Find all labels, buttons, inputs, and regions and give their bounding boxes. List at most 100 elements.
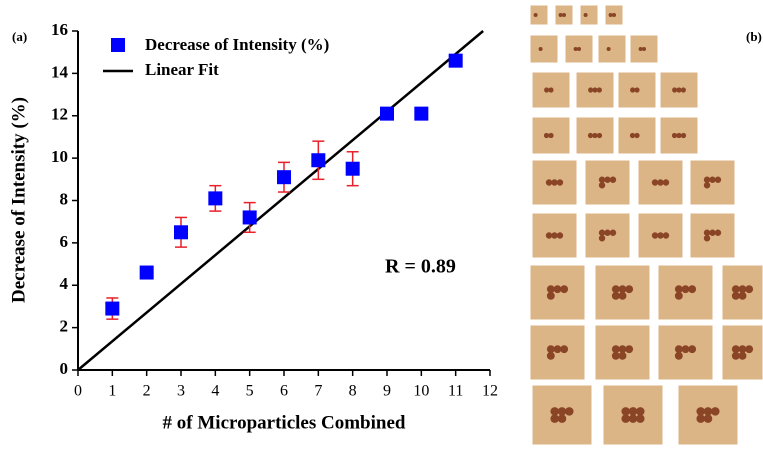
particle	[704, 414, 713, 423]
particle	[704, 235, 710, 241]
particle	[592, 133, 597, 138]
particle	[610, 230, 616, 236]
data-point	[105, 302, 119, 316]
particle	[642, 47, 646, 51]
particle	[619, 352, 627, 360]
y-tick-label: 14	[51, 62, 69, 81]
particle	[547, 292, 555, 300]
particle	[688, 345, 696, 353]
particle	[548, 133, 553, 138]
particle	[597, 87, 602, 92]
particle	[625, 285, 633, 293]
particle	[584, 13, 588, 17]
particle	[546, 232, 552, 238]
y-tick-label: 10	[51, 147, 68, 166]
particle	[711, 407, 720, 416]
particle	[612, 352, 620, 360]
particle	[597, 133, 602, 138]
data-point	[243, 210, 257, 224]
particle	[676, 133, 681, 138]
particle	[607, 47, 611, 51]
data-point	[380, 107, 394, 121]
particle	[634, 87, 639, 92]
legend-label: Linear Fit	[145, 60, 219, 79]
particle	[546, 179, 552, 185]
particle	[739, 292, 747, 300]
legend-marker	[111, 38, 125, 52]
particle	[619, 292, 627, 300]
y-axis-title: Decrease of Intensity (%)	[8, 97, 29, 303]
particle	[599, 182, 605, 188]
particle	[682, 345, 690, 353]
particle	[745, 285, 753, 293]
particle	[599, 235, 605, 241]
micrograph	[580, 5, 598, 25]
particle	[709, 230, 715, 236]
particle	[558, 414, 567, 423]
y-tick-label: 12	[51, 105, 68, 124]
particle	[681, 87, 686, 92]
particle	[560, 285, 568, 293]
particle	[630, 133, 635, 138]
x-tick-label: 3	[177, 383, 185, 400]
particle	[610, 177, 616, 183]
micrograph	[598, 35, 626, 63]
particle	[544, 133, 549, 138]
particle	[739, 352, 747, 360]
y-tick-label: 0	[60, 359, 69, 378]
particle	[709, 177, 715, 183]
particle	[554, 345, 562, 353]
particle	[577, 47, 581, 51]
x-tick-label: 11	[448, 383, 463, 400]
y-tick-label: 4	[60, 274, 69, 293]
particle	[657, 232, 663, 238]
x-tick-label: 10	[413, 383, 429, 400]
particle	[675, 292, 683, 300]
x-tick-label: 8	[349, 383, 357, 400]
particle	[745, 345, 753, 353]
micrograph	[530, 5, 548, 25]
particle	[715, 230, 721, 236]
x-tick-label: 12	[482, 383, 498, 400]
data-point	[208, 191, 222, 205]
particle	[732, 292, 740, 300]
particle	[562, 13, 566, 17]
data-point	[277, 170, 291, 184]
particle	[625, 345, 633, 353]
data-point	[414, 107, 428, 121]
particle	[704, 182, 710, 188]
panel-label: (a)	[12, 29, 27, 44]
fit-line	[78, 31, 483, 370]
particle	[636, 414, 645, 423]
particle	[715, 177, 721, 183]
x-tick-label: 6	[280, 383, 288, 400]
y-tick-label: 6	[60, 232, 69, 251]
panel-label: (b)	[746, 29, 762, 44]
particle	[732, 352, 740, 360]
x-tick-label: 0	[74, 383, 82, 400]
y-tick-label: 16	[51, 20, 68, 39]
particle	[682, 285, 690, 293]
particle	[604, 177, 610, 183]
x-tick-label: 7	[314, 383, 322, 400]
particle	[675, 352, 683, 360]
y-tick-label: 2	[60, 317, 69, 336]
data-point	[449, 54, 463, 68]
x-tick-label: 9	[383, 383, 391, 400]
particle	[565, 407, 574, 416]
x-tick-label: 1	[108, 383, 116, 400]
particle	[657, 179, 663, 185]
particle	[557, 179, 563, 185]
particle	[547, 352, 555, 360]
particle	[548, 87, 553, 92]
particle	[560, 345, 568, 353]
data-point	[346, 162, 360, 176]
particle	[612, 13, 616, 17]
particle	[612, 292, 620, 300]
particle	[652, 179, 658, 185]
y-tick-label: 8	[60, 189, 69, 208]
x-tick-label: 4	[211, 383, 219, 400]
particle	[634, 133, 639, 138]
particle	[672, 133, 677, 138]
data-point	[174, 225, 188, 239]
